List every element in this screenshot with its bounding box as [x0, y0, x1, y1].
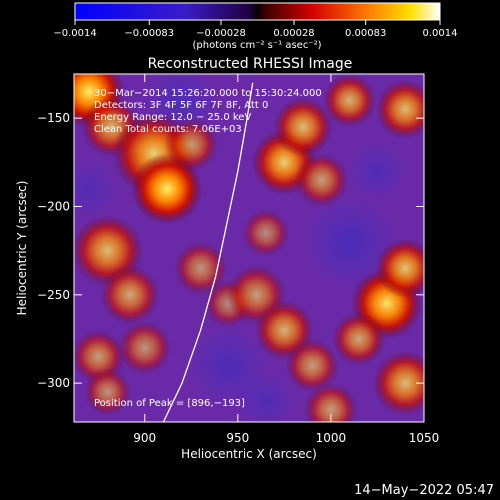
annotation-energy: Energy Range: 12.0 − 25.0 keV	[94, 112, 251, 123]
emission-blob	[285, 338, 340, 393]
annotation-counts: Clean Total counts: 7.06E+03	[94, 124, 242, 135]
x-tick-label: 950	[226, 431, 249, 445]
colorbar-tick-label: 0.0014	[423, 28, 458, 39]
y-tick-label: −250	[37, 288, 70, 302]
emission-regions	[74, 74, 424, 422]
emission-blob	[332, 312, 386, 366]
colorbar-tick-label: −0.0014	[53, 28, 96, 39]
x-axis-label: Heliocentric X (arcsec)	[181, 447, 317, 461]
y-axis-label: Heliocentric Y (arcsec)	[15, 181, 29, 316]
emission-blob	[375, 238, 424, 299]
emission-blob	[241, 209, 290, 257]
x-tick-label: 1000	[316, 431, 347, 445]
y-tick-label: −200	[37, 199, 70, 213]
colorbar-strip	[74, 2, 441, 21]
emission-blob	[375, 79, 424, 140]
peak-position-label: Position of Peak = [896,−193]	[94, 398, 245, 409]
y-axis-ticks: −150 −200 −250 −300	[37, 111, 424, 390]
emission-blob	[322, 74, 377, 128]
emission-blob	[117, 320, 172, 375]
emission-blob	[131, 153, 203, 225]
void-region	[74, 159, 119, 219]
void-region	[235, 371, 296, 422]
x-tick-label: 900	[133, 431, 156, 445]
annotation-time: 30−Mar−2014 15:26:20.000 to 15:30:24.000	[94, 88, 322, 99]
plot-area: 30−Mar−2014 15:26:20.000 to 15:30:24.000…	[74, 74, 424, 422]
x-tick-label: 1050	[409, 431, 440, 445]
colorbar-tick-label: 0.00083	[345, 28, 386, 39]
colorbar: −0.0014 −0.00083 −0.00028 0.00028 0.00083 0.0…	[53, 2, 458, 51]
colorbar-ticks: −0.0014 −0.00083 −0.00028 0.00028 0.00083 0.0…	[53, 20, 458, 39]
emission-blob	[100, 265, 160, 325]
solar-limb-curve	[162, 82, 254, 422]
annotation-block: 30−Mar−2014 15:26:20.000 to 15:30:24.000…	[94, 88, 322, 135]
render-date: 14−May−2022 05:47	[354, 483, 494, 498]
annotation-detectors: Detectors: 3F 4F 5F 6F 7F 8F, Att 0	[94, 100, 268, 111]
plot-frame	[73, 73, 425, 423]
colorbar-tick-label: 0.00028	[273, 28, 314, 39]
emission-blob	[164, 117, 219, 172]
void-region	[347, 141, 408, 201]
emission-blob	[273, 97, 333, 157]
void-region	[301, 194, 398, 290]
emission-blob	[83, 368, 132, 416]
x-axis-ticks: 900 950 1000 1050	[133, 74, 439, 445]
colorbar-tick-label: −0.00083	[124, 28, 174, 39]
y-tick-label: −150	[37, 111, 70, 125]
colorbar-tick-label: −0.00028	[196, 28, 246, 39]
emission-blob	[294, 153, 349, 207]
emission-blob	[372, 350, 424, 416]
y-tick-label: −300	[37, 376, 70, 390]
chart-title: Reconstructed RHESSI Image	[148, 56, 353, 72]
colorbar-unit-label: (photons cm⁻² s⁻¹ asec⁻²)	[192, 40, 321, 51]
emission-blob	[304, 382, 358, 422]
